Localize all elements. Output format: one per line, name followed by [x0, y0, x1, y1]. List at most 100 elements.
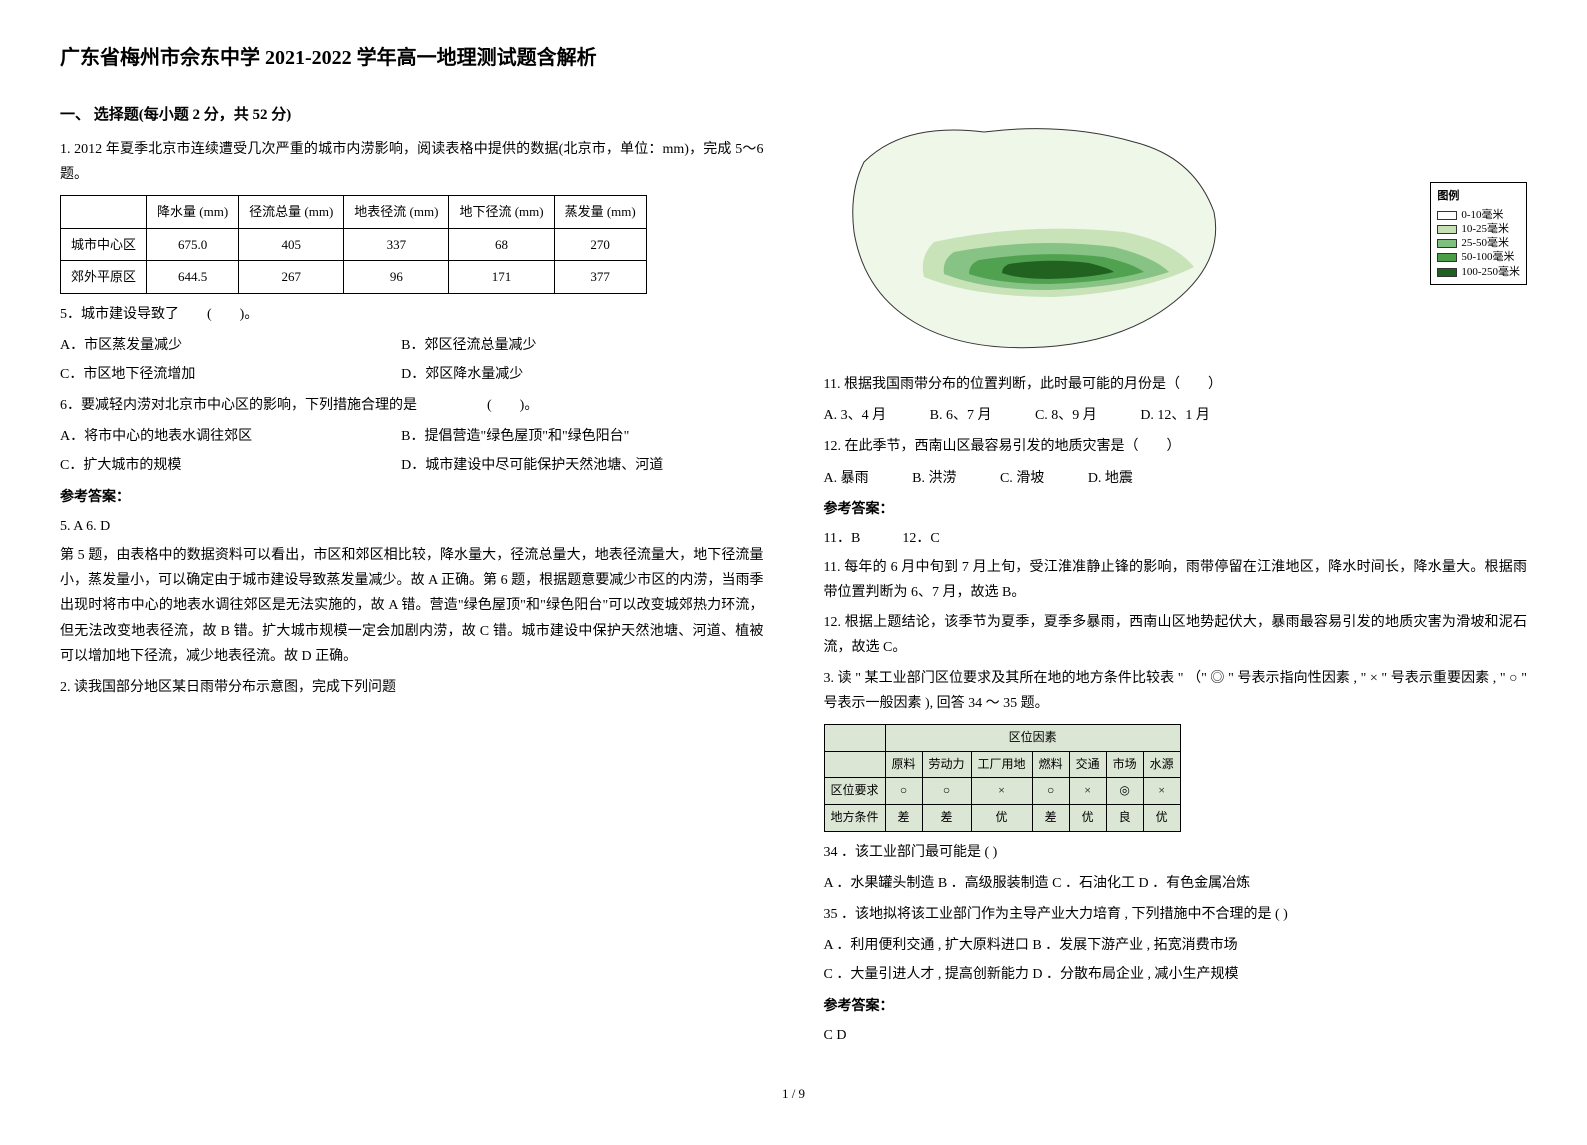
- table-cell: 差: [885, 805, 922, 832]
- table-cell: 405: [239, 228, 344, 260]
- table-cell: 水源: [1143, 751, 1180, 778]
- legend-label: 10-25毫米: [1461, 223, 1509, 236]
- q35-stem: 35 ．该地拟将该工业部门作为主导产业大力培育 , 下列措施中不合理的是 ( ): [824, 902, 1528, 927]
- legend-label: 100-250毫米: [1461, 266, 1520, 279]
- answer-56: 5. A 6. D: [60, 514, 764, 539]
- table-cell: 燃料: [1032, 751, 1069, 778]
- opt-b: B. 6、7 月: [930, 403, 992, 428]
- table-cell: [824, 751, 885, 778]
- rain-band-map: 图例 0-10毫米 10-25毫米 25-50毫米 50-100毫米 100-2…: [824, 102, 1528, 362]
- table-cell: 市场: [1106, 751, 1143, 778]
- opt-a: A. 3、4 月: [824, 403, 887, 428]
- legend-label: 0-10毫米: [1461, 209, 1503, 222]
- table-cell: 郊外平原区: [61, 261, 147, 293]
- table-cell: 267: [239, 261, 344, 293]
- legend-label: 50-100毫米: [1461, 251, 1514, 264]
- table-cell: 171: [449, 261, 554, 293]
- legend-swatch: [1437, 225, 1457, 234]
- table-cell: 差: [1032, 805, 1069, 832]
- q35-options-2: C ．大量引进人才 , 提高创新能力 D ．分散布局企业 , 减小生产规模: [824, 962, 1528, 987]
- table-row: 地方条件 差 差 优 差 优 良 优: [824, 805, 1180, 832]
- table-cell: 交通: [1069, 751, 1106, 778]
- table-cell: 地方条件: [824, 805, 885, 832]
- table-row: 城市中心区 675.0 405 337 68 270: [61, 228, 647, 260]
- q34-options: A ．水果罐头制造 B ．高级服装制造 C ．石油化工 D ．有色金属冶炼: [824, 871, 1528, 896]
- table-cell: 优: [971, 805, 1032, 832]
- table-cell: 良: [1106, 805, 1143, 832]
- section-heading: 一、 选择题(每小题 2 分，共 52 分): [60, 102, 764, 129]
- table-cell: 377: [554, 261, 646, 293]
- table-cell: ◎: [1106, 778, 1143, 805]
- opt-c: C．扩大城市的规模: [60, 458, 181, 473]
- table-cell: 工厂用地: [971, 751, 1032, 778]
- table-cell: 644.5: [147, 261, 239, 293]
- table-cell: 区位要求: [824, 778, 885, 805]
- table-cell: 劳动力: [922, 751, 971, 778]
- q5-stem: 5．城市建设导致了 ( )。: [60, 302, 764, 327]
- q6-options-row: A．将市中心的地表水调往郊区 B．提倡营造"绿色屋顶"和"绿色阳台": [60, 424, 764, 449]
- table-row: 降水量 (mm) 径流总量 (mm) 地表径流 (mm) 地下径流 (mm) 蒸…: [61, 196, 647, 228]
- table-cell: 区位因素: [885, 725, 1180, 752]
- table-cell: 原料: [885, 751, 922, 778]
- table-cell: [61, 196, 147, 228]
- answer-label: 参考答案：: [824, 497, 1528, 522]
- table-row: 郊外平原区 644.5 267 96 171 377: [61, 261, 647, 293]
- legend-swatch: [1437, 268, 1457, 277]
- legend-swatch: [1437, 239, 1457, 248]
- legend-swatch: [1437, 253, 1457, 262]
- opt-d: D. 12、1 月: [1140, 403, 1210, 428]
- opt-d: D．城市建设中尽可能保护天然池塘、河道: [401, 458, 663, 473]
- table-cell: 270: [554, 228, 646, 260]
- opt-d: D．郊区降水量减少: [401, 367, 523, 382]
- q35-options-1: A ．利用便利交通 , 扩大原料进口 B ．发展下游产业 , 拓宽消费市场: [824, 933, 1528, 958]
- table-cell: 优: [1069, 805, 1106, 832]
- explanation-11: 11. 每年的 6 月中旬到 7 月上旬，受江淮准静止锋的影响，雨带停留在江淮地…: [824, 555, 1528, 605]
- q6-options-row: C．扩大城市的规模 D．城市建设中尽可能保护天然池塘、河道: [60, 453, 764, 478]
- answer-3435: C D: [824, 1023, 1528, 1048]
- q11-stem: 11. 根据我国雨带分布的位置判断，此时最可能的月份是（ ）: [824, 372, 1528, 397]
- q2-intro: 2. 读我国部分地区某日雨带分布示意图，完成下列问题: [60, 675, 764, 700]
- opt-a: A．市区蒸发量减少: [60, 338, 182, 353]
- table-cell: 蒸发量 (mm): [554, 196, 646, 228]
- legend-label: 25-50毫米: [1461, 237, 1509, 250]
- q12-stem: 12. 在此季节，西南山区最容易引发的地质灾害是（ ）: [824, 434, 1528, 459]
- table-cell: ×: [1143, 778, 1180, 805]
- legend-swatch: [1437, 211, 1457, 220]
- map-svg: [824, 102, 1244, 362]
- opt-c: C. 8、9 月: [1035, 403, 1097, 428]
- q34-stem: 34 ．该工业部门最可能是 ( ): [824, 840, 1528, 865]
- table-cell: 降水量 (mm): [147, 196, 239, 228]
- doc-title: 广东省梅州市佘东中学 2021-2022 学年高一地理测试题含解析: [60, 40, 1527, 76]
- table-cell: 差: [922, 805, 971, 832]
- table-cell: 675.0: [147, 228, 239, 260]
- table-row: 区位要求 ○ ○ × ○ × ◎ ×: [824, 778, 1180, 805]
- explanation-12: 12. 根据上题结论，该季节为夏季，夏季多暴雨，西南山区地势起伏大，暴雨最容易引…: [824, 610, 1528, 660]
- table-cell: 68: [449, 228, 554, 260]
- q5-options-row: A．市区蒸发量减少 B．郊区径流总量减少: [60, 333, 764, 358]
- legend-title: 图例: [1437, 187, 1520, 207]
- table-cell: [824, 725, 885, 752]
- q1-intro: 1. 2012 年夏季北京市连续遭受几次严重的城市内涝影响，阅读表格中提供的数据…: [60, 137, 764, 187]
- opt-c: C．市区地下径流增加: [60, 367, 195, 382]
- data-table-1: 降水量 (mm) 径流总量 (mm) 地表径流 (mm) 地下径流 (mm) 蒸…: [60, 195, 647, 293]
- opt-b: B. 洪涝: [912, 466, 956, 491]
- data-table-2: 区位因素 原料 劳动力 工厂用地 燃料 交通 市场 水源 区位要求 ○ ○ × …: [824, 724, 1181, 831]
- opt-b: B．郊区径流总量减少: [401, 338, 536, 353]
- page-number: 1 / 9: [60, 1082, 1527, 1105]
- opt-d: D. 地震: [1088, 466, 1133, 491]
- table-cell: 城市中心区: [61, 228, 147, 260]
- table-cell: ○: [922, 778, 971, 805]
- q5-options-row: C．市区地下径流增加 D．郊区降水量减少: [60, 362, 764, 387]
- answer-label: 参考答案：: [824, 994, 1528, 1019]
- table-cell: 径流总量 (mm): [239, 196, 344, 228]
- answer-label: 参考答案：: [60, 485, 764, 510]
- table-cell: ×: [971, 778, 1032, 805]
- table-cell: 地表径流 (mm): [344, 196, 449, 228]
- q12-options: A. 暴雨 B. 洪涝 C. 滑坡 D. 地震: [824, 466, 1528, 491]
- q3-intro: 3. 读 " 某工业部门区位要求及其所在地的地方条件比较表 " （" ◎ " 号…: [824, 666, 1528, 716]
- table-cell: ○: [885, 778, 922, 805]
- answer-1112: 11．B 12．C: [824, 526, 1528, 551]
- explanation-56: 第 5 题，由表格中的数据资料可以看出，市区和郊区相比较，降水量大，径流总量大，…: [60, 543, 764, 669]
- q11-options: A. 3、4 月 B. 6、7 月 C. 8、9 月 D. 12、1 月: [824, 403, 1528, 428]
- opt-c: C. 滑坡: [1000, 466, 1044, 491]
